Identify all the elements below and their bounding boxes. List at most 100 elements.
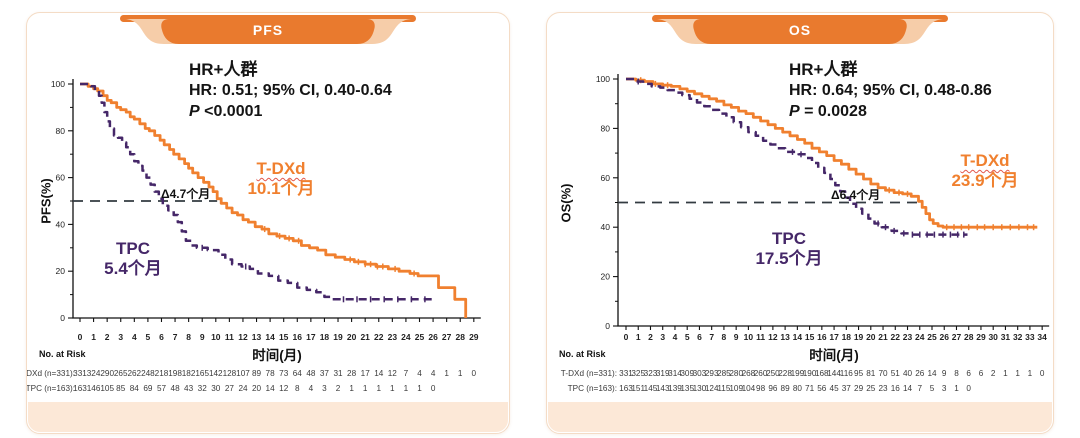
risk-value: 73 [279, 369, 289, 378]
risk-value: 105 [100, 384, 114, 393]
risk-value: 2 [991, 369, 996, 378]
x-tick-label: 29 [469, 332, 479, 342]
x-tick-label: 21 [360, 332, 370, 342]
tdxd-median-label: T-DXd 10.1个月 [247, 159, 315, 198]
risk-value: 323 [644, 369, 658, 378]
x-tick-label: 3 [660, 332, 665, 342]
risk-value: 163 [619, 384, 633, 393]
x-tick-label: 10 [211, 332, 221, 342]
risk-value: 331 [619, 369, 633, 378]
y-tick-label: 20 [601, 272, 611, 282]
risk-value: 262 [127, 369, 141, 378]
x-tick-label: 28 [964, 332, 974, 342]
x-tick-label: 1 [636, 332, 641, 342]
risk-value: 48 [306, 369, 316, 378]
risk-value: 4 [309, 384, 314, 393]
x-axis-label: 时间(月) [809, 347, 859, 363]
x-tick-label: 33 [1025, 332, 1035, 342]
risk-value: 7 [918, 384, 923, 393]
x-tick-label: 24 [401, 332, 411, 342]
risk-value: 8 [295, 384, 300, 393]
x-tick-label: 11 [225, 332, 234, 342]
risk-value: 14 [927, 369, 937, 378]
risk-value: 324 [87, 369, 101, 378]
x-tick-label: 32 [1013, 332, 1023, 342]
risk-value: 80 [793, 384, 803, 393]
risk-value: 109 [729, 384, 743, 393]
x-tick-label: 17 [306, 332, 316, 342]
x-tick-label: 8 [186, 332, 191, 342]
y-tick-label: 40 [601, 222, 611, 232]
x-tick-label: 23 [903, 332, 913, 342]
stats-block: HR+人群 HR: 0.51; 95% CI, 0.40-0.64 P <0.0… [189, 59, 392, 122]
risk-value: 1 [349, 384, 354, 393]
x-tick-label: 30 [988, 332, 998, 342]
risk-value: 331 [73, 369, 87, 378]
risk-row-label: TPC (n=163): [27, 384, 75, 393]
x-tick-label: 15 [279, 332, 289, 342]
risk-value: 20 [252, 384, 262, 393]
risk-value: 139 [668, 384, 682, 393]
risk-value: 319 [656, 369, 670, 378]
x-tick-label: 23 [388, 332, 398, 342]
x-tick-label: 29 [976, 332, 986, 342]
risk-value: 17 [361, 369, 371, 378]
x-tick-label: 34 [1037, 332, 1047, 342]
risk-value: 1 [390, 384, 395, 393]
risk-value: 9 [942, 369, 947, 378]
risk-value: 260 [754, 369, 768, 378]
risk-value: 248 [141, 369, 155, 378]
x-tick-label: 2 [648, 332, 653, 342]
y-tick-label: 80 [56, 126, 66, 136]
risk-value: 84 [130, 384, 140, 393]
risk-value: 1 [444, 369, 449, 378]
tab-title: PFS [252, 22, 284, 38]
risk-value: 265 [114, 369, 128, 378]
risk-value: 12 [388, 369, 398, 378]
risk-value: 145 [644, 384, 658, 393]
risk-value: 43 [184, 384, 194, 393]
stats-block: HR+人群 HR: 0.64; 95% CI, 0.48-0.86 P = 0.… [789, 59, 992, 122]
x-tick-label: 3 [118, 332, 123, 342]
y-tick-label: 60 [601, 173, 611, 183]
footer-band [548, 402, 1052, 432]
hazard-ratio-text: HR: 0.51; 95% CI, 0.40-0.64 [189, 82, 392, 99]
risk-value: 143 [656, 384, 670, 393]
risk-value: 69 [143, 384, 153, 393]
panel-pfs: 0 20 40 60 80 100 0 1 2 3 4 5 6 7 8 9 10 11 12 13 14 15 16 17 18… [26, 12, 510, 434]
y-tick-label: 0 [60, 313, 65, 323]
risk-value: 37 [842, 384, 852, 393]
risk-value: 0 [431, 384, 436, 393]
hazard-ratio-text: HR: 0.64; 95% CI, 0.48-0.86 [789, 82, 992, 99]
x-tick-label: 6 [159, 332, 164, 342]
x-tick-label: 18 [320, 332, 330, 342]
x-tick-label: 17 [829, 332, 839, 342]
risk-value: 3 [322, 384, 327, 393]
risk-value: 8 [954, 369, 959, 378]
risk-value: 48 [171, 384, 181, 393]
risk-value: 135 [680, 384, 694, 393]
x-tick-label: 9 [200, 332, 205, 342]
risk-value: 56 [817, 384, 827, 393]
x-tick-label: 13 [780, 332, 790, 342]
x-tick-label: 14 [793, 332, 803, 342]
risk-value: 0 [472, 369, 477, 378]
risk-value: 78 [266, 369, 276, 378]
x-tick-label: 25 [927, 332, 937, 342]
risk-table-title: No. at Risk [559, 349, 607, 359]
risk-value: 14 [266, 384, 276, 393]
y-tick-label: 60 [56, 173, 66, 183]
x-axis-label: 时间(月) [252, 347, 302, 363]
risk-value: 4 [431, 369, 436, 378]
p-value-text: P <0.0001 [189, 103, 263, 120]
population-label: HR+人群 [789, 60, 858, 79]
risk-value: 70 [878, 369, 888, 378]
x-tick-label: 11 [756, 332, 765, 342]
risk-value: 1 [954, 384, 959, 393]
y-tick-label: 100 [51, 79, 65, 89]
risk-value: 23 [878, 384, 888, 393]
risk-value: 0 [966, 384, 971, 393]
y-axis-label: OS(%) [558, 183, 574, 223]
population-label: HR+人群 [189, 60, 258, 79]
risk-value: 14 [374, 369, 384, 378]
